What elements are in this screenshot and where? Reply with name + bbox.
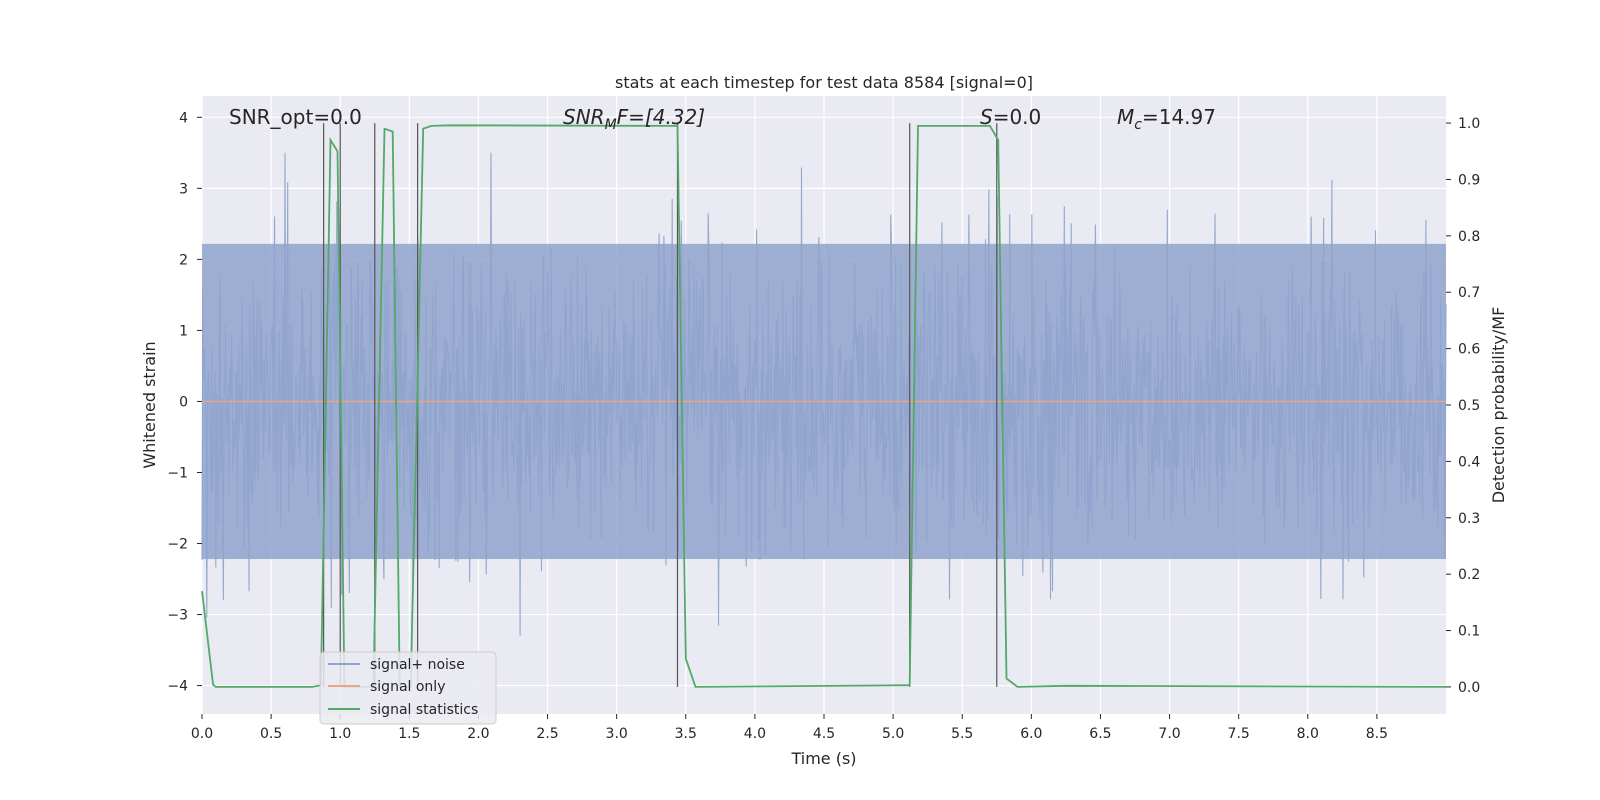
y2-tick-label: 0.4	[1458, 454, 1480, 470]
y2-tick-label: 0.3	[1458, 511, 1480, 527]
x-tick-label: 5.0	[882, 726, 904, 742]
x-tick-label: 3.0	[606, 726, 628, 742]
y2-tick-label: 0.9	[1458, 172, 1480, 188]
y-tick-label: −1	[167, 465, 188, 481]
annotation-snr-mf: SNRMF=[4.32]	[563, 105, 705, 133]
x-tick-label: 0.5	[260, 726, 282, 742]
annotation-s: S=0.0	[980, 105, 1041, 129]
mc-base: M	[1117, 105, 1134, 129]
snr-mf-sub: M	[605, 117, 617, 133]
mc-tail: =14.97	[1142, 105, 1216, 129]
legend-box	[319, 651, 497, 725]
x-tick-label: 7.5	[1228, 726, 1250, 742]
s-tail: =0.0	[993, 105, 1042, 129]
annotation-snr-opt: SNR_opt=0.0	[229, 105, 362, 129]
x-tick-label: 8.5	[1366, 726, 1388, 742]
y-tick-label: 3	[179, 181, 188, 197]
y-tick-label: 1	[179, 323, 188, 339]
y-tick-label: 0	[179, 394, 188, 410]
chart-title: stats at each timestep for test data 858…	[615, 73, 1033, 92]
y-axis-label: Whitened strain	[140, 341, 159, 468]
x-tick-label: 6.5	[1089, 726, 1111, 742]
snr-mf-tail: F=[4.32]	[617, 105, 705, 129]
x-tick-label: 4.0	[744, 726, 766, 742]
x-tick-label: 2.0	[467, 726, 489, 742]
legend: signal+ noise signal only signal statist…	[319, 651, 497, 725]
y-tick-label: 2	[179, 252, 188, 268]
y2-axis-ticks: 1.0 0.9 0.8 0.7 0.6 0.5 0.4 0.3 0.2 0.1 0.0	[1446, 116, 1480, 696]
y2-axis-label: Detection probability/MF	[1489, 307, 1508, 504]
legend-label-signal-only: signal only	[370, 679, 445, 695]
y2-tick-label: 1.0	[1458, 116, 1480, 132]
mc-sub: c	[1134, 117, 1142, 133]
y2-tick-label: 0.2	[1458, 567, 1480, 583]
annotation-mc: Mc=14.97	[1117, 105, 1216, 133]
y-axis-ticks: 4 3 2 1 0 −1 −2 −3 −4	[167, 110, 202, 695]
x-tick-label: 2.5	[536, 726, 558, 742]
x-tick-label: 5.5	[951, 726, 973, 742]
x-tick-label: 7.0	[1158, 726, 1180, 742]
x-tick-label: 3.5	[675, 726, 697, 742]
y2-tick-label: 0.0	[1458, 680, 1480, 696]
x-tick-label: 1.0	[329, 726, 351, 742]
y-tick-label: −4	[167, 679, 188, 695]
x-tick-label: 0.0	[191, 726, 213, 742]
s-base: S	[980, 105, 993, 129]
y2-tick-label: 0.6	[1458, 342, 1480, 358]
y2-tick-label: 0.1	[1458, 624, 1480, 640]
y2-tick-label: 0.8	[1458, 229, 1480, 245]
x-tick-label: 6.0	[1020, 726, 1042, 742]
y2-tick-label: 0.7	[1458, 285, 1480, 301]
y-tick-label: −2	[167, 537, 188, 553]
snr-mf-base: SNR	[563, 105, 605, 129]
y-tick-label: −3	[167, 608, 188, 624]
legend-label-statistics: signal statistics	[370, 702, 478, 718]
x-tick-label: 1.5	[398, 726, 420, 742]
x-tick-label: 4.5	[813, 726, 835, 742]
legend-label-noise: signal+ noise	[370, 657, 465, 673]
x-axis-label: Time (s)	[790, 749, 856, 768]
x-tick-label: 8.0	[1297, 726, 1319, 742]
y-tick-label: 4	[179, 110, 188, 126]
y2-tick-label: 0.5	[1458, 398, 1480, 414]
x-axis-ticks: 0.0 0.5 1.0 1.5 2.0 2.5 3.0 3.5 4.0 4.5 5.0 5.5 6.0 6…	[191, 714, 1388, 742]
